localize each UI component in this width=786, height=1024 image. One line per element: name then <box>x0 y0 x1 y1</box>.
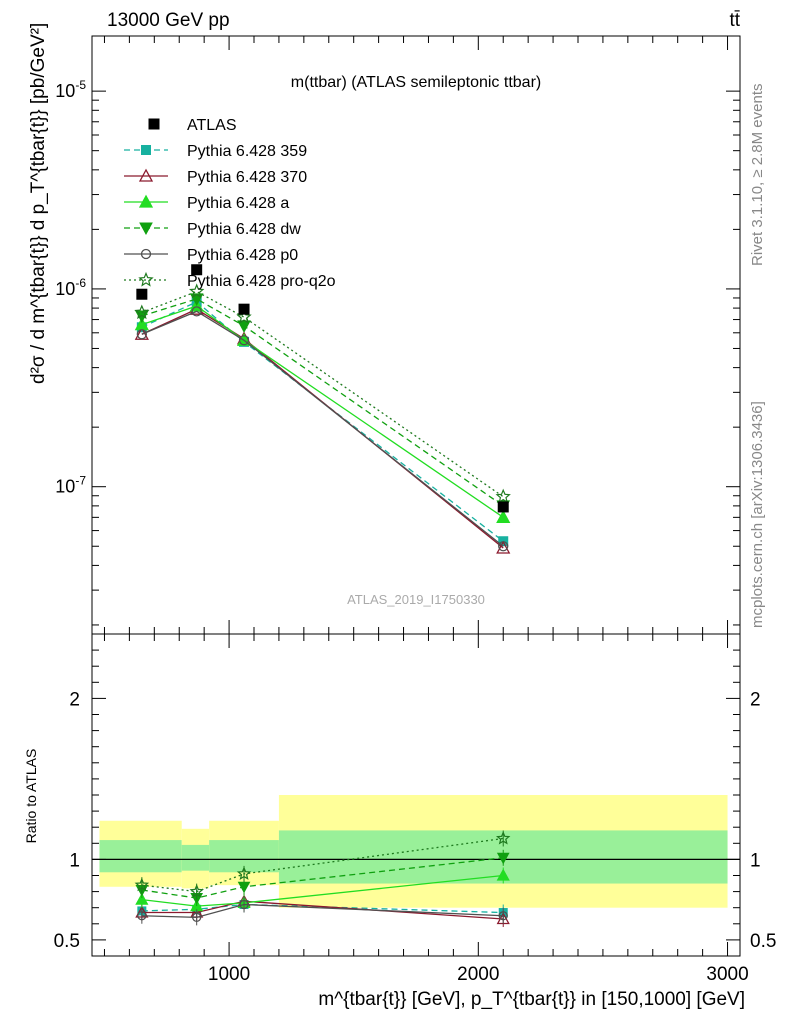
mcplots-label: mcplots.cern.ch [arXiv:1306.3436] <box>749 401 766 628</box>
chart-title: m(ttbar) (ATLAS semileptonic ttbar) <box>291 74 541 91</box>
x-tick-label: 1000 <box>208 964 250 985</box>
ratio-line <box>141 857 504 899</box>
data-marker <box>238 303 250 315</box>
legend-label: Pythia 6.428 p0 <box>187 247 298 264</box>
ratio-line <box>141 837 504 893</box>
legend-entry-data: ATLAS <box>148 117 237 134</box>
series-marker <box>140 248 152 260</box>
legend-entry: Pythia 6.428 dw <box>124 221 301 238</box>
series-pythia-6-428-pro-q2o <box>134 283 511 504</box>
legend-label: ATLAS <box>187 117 237 134</box>
legend-entry: Pythia 6.428 359 <box>124 143 307 160</box>
legend-entry: Pythia 6.428 p0 <box>124 247 298 264</box>
series-marker <box>189 884 204 898</box>
ratio-series-pythia-6-428-p0 <box>137 896 508 926</box>
data-marker <box>191 264 203 276</box>
series-pythia-6-428-359 <box>136 296 509 547</box>
ratio-band-green <box>99 840 182 873</box>
data-marker <box>148 118 160 130</box>
header-left: 13000 GeV pp <box>107 10 230 31</box>
series-marker <box>496 852 510 865</box>
series-marker <box>135 892 149 905</box>
series-marker <box>498 911 508 921</box>
legend-label: Pythia 6.428 a <box>187 195 289 212</box>
y-tick-label: 10-5 <box>55 78 86 101</box>
legend-entry: Pythia 6.428 a <box>124 194 289 212</box>
y-axis-label: d²σ / d m^{tbar{t}} d p_T^{tbar{t}} [pb/… <box>28 23 49 384</box>
series-line <box>141 298 504 507</box>
series-pythia-6-428-p0 <box>136 306 509 552</box>
y-tick-label: 10-6 <box>55 276 86 299</box>
series-marker <box>239 899 249 910</box>
series-marker <box>188 283 205 299</box>
series-pythia-6-428-370 <box>134 301 511 554</box>
series-line <box>141 310 504 547</box>
ratio-tick-label: 1 <box>69 850 80 871</box>
series-marker <box>134 304 150 320</box>
series-line <box>141 308 504 549</box>
data-marker <box>136 288 148 300</box>
series-marker <box>237 881 251 894</box>
series-marker <box>191 306 202 317</box>
legend-label: Pythia 6.428 dw <box>187 221 301 238</box>
ratio-band-green <box>181 844 210 871</box>
ratio-series-pythia-6-428-pro-q2o <box>134 830 511 900</box>
legend-label: Pythia 6.428 pro-q2o <box>187 273 336 290</box>
ratio-tick-label: 0.5 <box>54 931 80 952</box>
series-marker <box>495 830 511 845</box>
x-tick-label: 3000 <box>706 964 748 985</box>
series-marker <box>136 329 147 340</box>
watermark: ATLAS_2019_I1750330 <box>347 592 485 607</box>
legend-entry: Pythia 6.428 pro-q2o <box>124 271 336 290</box>
series-marker <box>236 866 252 880</box>
ratio-tick-label: 2 <box>750 689 761 710</box>
series-marker <box>139 222 153 236</box>
series-pythia-6-428-a <box>134 298 511 523</box>
legend-label: Pythia 6.428 370 <box>187 169 307 186</box>
ratio-bands <box>92 795 740 908</box>
main-series <box>134 264 511 554</box>
series-marker <box>141 145 151 155</box>
series-marker <box>495 488 511 504</box>
legend: ATLAS Pythia 6.428 359 Pythia 6.428 370 Pyt… <box>124 117 336 290</box>
series-line <box>141 301 504 542</box>
ratio-series <box>134 830 511 927</box>
x-axis-label: m^{tbar{t}} [GeV], p_T^{tbar{t}} in [150… <box>318 989 745 1010</box>
y-tick-label: 10-7 <box>55 474 86 497</box>
ratio-tick-label: 0.5 <box>750 931 776 952</box>
series-marker <box>134 877 150 892</box>
ratio-y-label: Ratio to ATLAS <box>23 749 39 844</box>
data-marker <box>497 501 509 513</box>
series-marker <box>138 168 154 182</box>
rivet-label: Rivet 3.1.10, ≥ 2.8M events <box>749 84 766 267</box>
legend-label: Pythia 6.428 359 <box>187 143 307 160</box>
series-marker <box>236 309 252 324</box>
data-points <box>136 264 509 513</box>
series-marker <box>237 320 251 333</box>
ratio-line <box>141 874 504 907</box>
ratio-line <box>141 903 504 914</box>
series-marker <box>496 868 510 881</box>
series-line <box>141 290 504 498</box>
header-right: tt̄ <box>729 10 740 31</box>
ratio-tick-label: 1 <box>750 850 761 871</box>
series-marker <box>138 194 154 208</box>
series-marker <box>498 541 509 552</box>
series-marker <box>238 335 250 346</box>
x-tick-label: 2000 <box>457 964 499 985</box>
ratio-tick-label: 2 <box>69 689 80 710</box>
series-line <box>141 305 504 518</box>
series-marker <box>137 911 147 921</box>
series-marker <box>192 912 202 923</box>
legend-entry: Pythia 6.428 370 <box>124 168 307 186</box>
series-marker <box>496 540 511 554</box>
ratio-line <box>141 903 504 919</box>
series-marker <box>496 509 511 523</box>
series-marker <box>138 271 154 287</box>
main-panel: m(ttbar) (ATLAS semileptonic ttbar) ATLA… <box>28 23 741 635</box>
